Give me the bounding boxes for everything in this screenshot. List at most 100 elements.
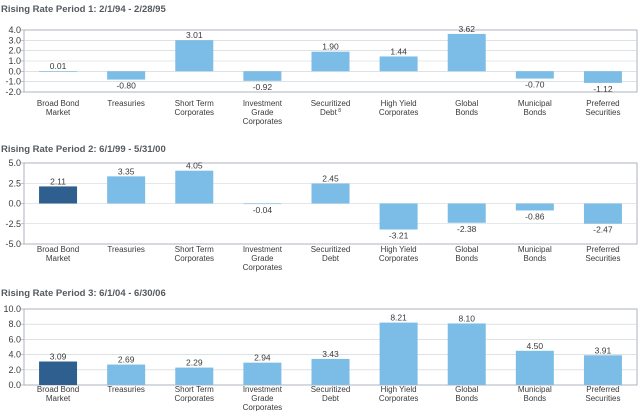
- category-label: Treasuries: [107, 99, 145, 108]
- category-label: Broad Bond Market: [37, 245, 79, 263]
- y-tick-label: 8.0: [8, 319, 21, 329]
- bar: [515, 71, 554, 79]
- category-label-line: Bonds: [455, 394, 478, 403]
- y-tick-label: -2.0: [5, 87, 21, 97]
- category-label-line: Broad Bond: [37, 99, 79, 108]
- bar: [515, 203, 554, 211]
- y-tick-label: 0.0: [8, 380, 21, 390]
- bar: [583, 203, 622, 224]
- category-label: High Yield Corporates: [379, 99, 419, 117]
- category-label: Short Term Corporates: [174, 385, 214, 403]
- category-label-line: Bonds: [523, 394, 546, 403]
- bar: [107, 176, 146, 204]
- bar: [175, 367, 214, 385]
- bar: [311, 183, 350, 204]
- data-label: -2.47: [593, 225, 613, 235]
- y-tick-label: 4.0: [8, 25, 21, 35]
- data-label: -2.38: [457, 224, 477, 234]
- category-label-line: Bonds: [455, 108, 478, 117]
- category-label: Preferred Securities: [585, 245, 620, 263]
- category-label-line: Bonds: [523, 254, 546, 263]
- chart-period-1: Rising Rate Period 1: 2/1/94 - 2/28/95 4.…: [1, 4, 638, 126]
- bar: [447, 323, 486, 385]
- category-label-line: Corporates: [379, 254, 419, 263]
- y-tick-label: 1.0: [8, 56, 21, 66]
- category-label: Short Term Corporates: [174, 99, 214, 117]
- category-label: High Yield Corporates: [379, 245, 419, 263]
- category-label-line: Short Term: [175, 99, 214, 108]
- data-label: 0.01: [50, 61, 67, 71]
- category-label: Investment Grade Corporates: [243, 385, 283, 411]
- category-label: Treasuries: [107, 385, 145, 394]
- category-label-line: Corporates: [174, 108, 214, 117]
- y-tick-label: 10.0: [3, 304, 21, 314]
- y-tick-label: 2.5: [8, 178, 21, 188]
- category-label-line: Treasuries: [107, 99, 145, 108]
- bar: [379, 203, 418, 230]
- bar: [243, 71, 282, 81]
- y-tick-label: 0.0: [8, 66, 21, 76]
- category-label: Global Bonds: [455, 99, 478, 117]
- category-label-line: Securitized: [311, 385, 351, 394]
- category-label-line: Debt: [322, 254, 340, 263]
- category-label-line: Corporates: [379, 108, 419, 117]
- category-label-line: Market: [46, 394, 71, 403]
- bar: [243, 362, 282, 385]
- category-label-line: Global: [455, 99, 478, 108]
- category-label-line: Debt: [320, 108, 338, 117]
- bar: [39, 361, 78, 385]
- bar: [39, 71, 78, 72]
- category-label: High Yield Corporates: [379, 385, 419, 403]
- category-label: Global Bonds: [455, 385, 478, 403]
- category-label-line: Securitized: [311, 99, 351, 108]
- data-label: 1.90: [322, 42, 339, 52]
- category-label: Preferred Securities: [585, 99, 620, 117]
- bar: [583, 71, 622, 83]
- data-label: 8.10: [458, 313, 475, 323]
- footnote-marker: 8: [337, 108, 341, 114]
- data-label: 3.09: [50, 352, 67, 362]
- data-label: 4.05: [186, 161, 203, 171]
- category-label-line: High Yield: [381, 245, 417, 254]
- category-label-line: Preferred: [586, 245, 619, 254]
- category-label: Securitized Debt 8: [311, 99, 351, 117]
- chart-title: Rising Rate Period 2: 6/1/99 - 5/31/00: [1, 144, 166, 155]
- category-label: Preferred Securities: [585, 385, 620, 403]
- y-tick-label: 2.0: [8, 46, 21, 56]
- chart-title: Rising Rate Period 1: 2/1/94 - 2/28/95: [1, 4, 166, 15]
- bar: [175, 170, 214, 204]
- category-label: Investment Grade Corporates: [243, 245, 283, 272]
- category-label-line: Investment: [243, 385, 283, 394]
- bar: [175, 40, 214, 72]
- category-label-line: Debt: [322, 394, 340, 403]
- category-label: Municipal Bonds: [518, 385, 552, 403]
- category-label-line: Bonds: [523, 108, 546, 117]
- data-label: 2.11: [50, 176, 66, 186]
- bar: [379, 322, 418, 385]
- y-tick-label: 3.0: [8, 35, 21, 45]
- category-label: Municipal Bonds: [518, 245, 552, 263]
- category-label-line: Global: [455, 385, 478, 394]
- bar: [379, 56, 418, 72]
- category-label-line: Corporates: [379, 394, 419, 403]
- category-label: Treasuries: [107, 245, 145, 254]
- data-label: -0.86: [525, 211, 545, 221]
- category-label-line: Corporates: [174, 394, 214, 403]
- data-label: 3.35: [118, 166, 135, 176]
- category-label-line: Securities: [585, 394, 620, 403]
- category-label-line: Securities: [585, 254, 620, 263]
- y-tick-label: 0.0: [8, 199, 21, 209]
- category-label-line: Municipal: [518, 245, 552, 254]
- category-label: Broad Bond Market: [37, 99, 79, 117]
- category-label: Securitized Debt: [311, 245, 351, 263]
- category-label-line: Grade: [251, 254, 274, 263]
- category-label: Securitized Debt: [311, 385, 351, 403]
- category-label-line: Preferred: [586, 99, 619, 108]
- data-label: -0.80: [116, 81, 136, 91]
- category-label-line: Broad Bond: [37, 385, 79, 394]
- category-label-line: Short Term: [175, 245, 214, 254]
- data-label: 3.62: [458, 24, 475, 34]
- category-label: Short Term Corporates: [174, 245, 214, 263]
- category-label: Investment Grade Corporates: [243, 99, 283, 126]
